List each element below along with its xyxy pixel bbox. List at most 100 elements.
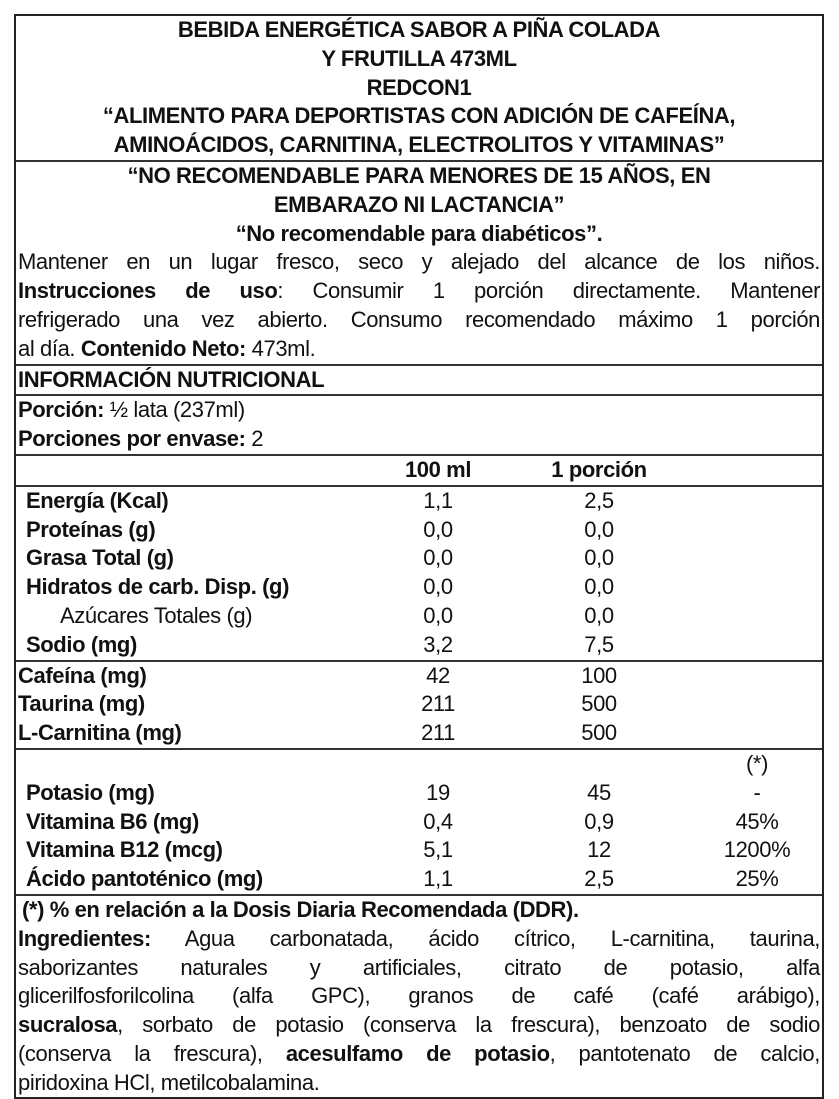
ingredients-text: Agua carbonatada, ácido cítrico, L-carni… <box>150 925 821 951</box>
ingredient-bold: acesulfamo de potasio <box>285 1040 550 1066</box>
nutrient-row: Vitamina B6 (mg) 0,4 0,9 45% <box>16 808 822 837</box>
value-ddr: 45% <box>735 808 779 834</box>
ingredients-label: Ingredientes: <box>18 925 151 951</box>
column-header-row: 100 ml 1 porción <box>16 456 822 485</box>
header-portion: 1 porción <box>551 456 647 482</box>
extra-nutrients-section: Cafeína (mg) 42 100 Taurina (mg) 211 500 L-Car… <box>16 662 822 750</box>
nutrient-row: Hidratos de carb. Disp. (g) 0,0 0,0 <box>16 573 822 602</box>
nutrient-name: Proteínas (g) <box>26 516 156 542</box>
value-100ml: 0,0 <box>423 545 453 571</box>
ingredient-bold: sucralosa <box>18 1012 118 1038</box>
servings-value: 2 <box>245 426 264 452</box>
servings-label: Porciones por envase: <box>18 426 246 452</box>
ingredients-line: glicerilfosforilcolina (alfa GPC), grano… <box>18 983 820 1009</box>
ddr-header: (*) <box>745 750 768 776</box>
portion-line: Porción: ½ lata (237ml) <box>16 396 822 425</box>
ingredients-section: (*) % en relación a la Dosis Diaria Reco… <box>16 896 822 1098</box>
title-line: “ALIMENTO PARA DEPORTISTAS CON ADICIÓN D… <box>102 103 736 129</box>
value-portion: 12 <box>587 837 611 863</box>
nutrient-name: Azúcares Totales (g) <box>60 602 253 628</box>
portion-value: ½ lata (237ml) <box>104 397 245 423</box>
value-100ml: 0,0 <box>423 602 453 628</box>
nutrition-label: BEBIDA ENERGÉTICA SABOR A PIÑA COLADA Y … <box>14 14 824 1099</box>
portion-section: Porción: ½ lata (237ml) Porciones por en… <box>16 396 822 456</box>
spacer <box>534 750 664 779</box>
instructions-text: al día. <box>18 335 81 361</box>
product-title-section: BEBIDA ENERGÉTICA SABOR A PIÑA COLADA Y … <box>16 16 822 162</box>
spacer <box>388 750 488 779</box>
value-portion: 0,0 <box>584 516 614 542</box>
ingredients-line: Ingredientes: Agua carbonatada, ácido cí… <box>16 925 822 954</box>
warning-line: “NO RECOMENDABLE PARA MENORES DE 15 AÑOS… <box>127 162 711 188</box>
header-spacer <box>16 456 388 485</box>
ingredients-line: sucralosa, sorbato de potasio (conserva … <box>16 1011 822 1040</box>
nutrient-row: Potasio (mg) 19 45 - <box>16 779 822 808</box>
nutrient-row: Sodio (mg) 3,2 7,5 <box>16 631 822 660</box>
instructions-line: refrigerado una vez abierto. Consumo rec… <box>18 306 820 332</box>
value-portion: 100 <box>581 662 617 688</box>
net-content-value: 473ml. <box>245 335 316 361</box>
value-portion: 2,5 <box>584 866 614 892</box>
header-100ml: 100 ml <box>404 456 472 482</box>
value-100ml: 0,4 <box>423 808 453 834</box>
value-100ml: 0,0 <box>423 516 453 542</box>
nutrient-row: Ácido pantoténico (mg) 1,1 2,5 25% <box>16 865 822 894</box>
net-content-line: al día. Contenido Neto: 473ml. <box>16 335 822 364</box>
nutrient-name: Taurina (mg) <box>18 691 145 717</box>
column-header-section: 100 ml 1 porción <box>16 456 822 487</box>
instructions-text: : Consumir 1 porción directamente. Mante… <box>277 278 820 304</box>
nutrient-name: Grasa Total (g) <box>26 545 174 571</box>
value-portion: 2,5 <box>584 487 614 513</box>
ddr-footnote: (*) % en relación a la Dosis Diaria Reco… <box>22 896 579 922</box>
nutrient-row: Vitamina B12 (mcg) 5,1 12 1200% <box>16 836 822 865</box>
nutrient-name: L-Carnitina (mg) <box>18 720 182 746</box>
nutrient-row: Proteínas (g) 0,0 0,0 <box>16 516 822 545</box>
ingredients-line: piridoxina HCl, metilcobalamina. <box>18 1069 320 1095</box>
warning-line: “No recomendable para diabéticos”. <box>235 220 603 246</box>
nutrient-name: Ácido pantoténico (mg) <box>26 866 263 892</box>
value-100ml: 1,1 <box>423 487 453 513</box>
value-100ml: 3,2 <box>423 631 453 657</box>
nutrient-row: Azúcares Totales (g) 0,0 0,0 <box>16 602 822 631</box>
nutrient-name: Vitamina B12 (mcg) <box>26 837 223 863</box>
value-ddr: - <box>753 779 761 805</box>
spacer <box>16 750 388 779</box>
value-portion: 0,0 <box>584 545 614 571</box>
ingredients-text: (conserva la frescura), <box>18 1040 286 1066</box>
nutrient-name: Cafeína (mg) <box>18 662 147 688</box>
value-ddr: 1200% <box>723 837 791 863</box>
servings-line: Porciones por envase: 2 <box>16 425 822 454</box>
value-100ml: 1,1 <box>423 866 453 892</box>
value-portion: 45 <box>587 779 611 805</box>
title-line: Y FRUTILLA 473ML <box>321 45 517 71</box>
value-portion: 500 <box>581 720 617 746</box>
ingredients-line: (conserva la frescura), acesulfamo de po… <box>16 1040 822 1069</box>
warning-line: EMBARAZO NI LACTANCIA” <box>273 191 565 217</box>
value-portion: 0,0 <box>584 602 614 628</box>
value-portion: 500 <box>581 691 617 717</box>
nutrition-title-section: INFORMACIÓN NUTRICIONAL <box>16 366 822 397</box>
brand-line: REDCON1 <box>366 74 472 100</box>
value-ddr: 25% <box>735 866 779 892</box>
nutrient-row: Energía (Kcal) 1,1 2,5 <box>16 487 822 516</box>
nutrient-row: Taurina (mg) 211 500 <box>16 690 822 719</box>
nutrient-row: L-Carnitina (mg) 211 500 <box>16 719 822 748</box>
value-100ml: 0,0 <box>423 574 453 600</box>
value-100ml: 211 <box>421 691 455 717</box>
nutrient-name: Vitamina B6 (mg) <box>26 808 199 834</box>
net-content-label: Contenido Neto: <box>80 335 246 361</box>
nutrient-name: Hidratos de carb. Disp. (g) <box>26 574 290 600</box>
value-portion: 0,0 <box>584 574 614 600</box>
nutrient-name: Sodio (mg) <box>26 631 137 657</box>
main-nutrients-section: Energía (Kcal) 1,1 2,5 Proteínas (g) 0,0 0,0 G… <box>16 487 822 662</box>
value-100ml: 19 <box>426 779 450 805</box>
title-line: AMINOÁCIDOS, CARNITINA, ELECTROLITOS Y V… <box>113 132 725 158</box>
vitamins-section: (*) Potasio (mg) 19 45 - Vitamina B6 (mg) 0,4… <box>16 750 822 896</box>
ingredients-text: , pantotenato de calcio, <box>549 1040 821 1066</box>
nutrient-name: Energía (Kcal) <box>26 487 169 513</box>
ddr-header-row: (*) <box>16 750 822 779</box>
nutrition-title: INFORMACIÓN NUTRICIONAL <box>18 366 325 392</box>
warnings-section: “NO RECOMENDABLE PARA MENORES DE 15 AÑOS… <box>16 162 822 366</box>
value-100ml: 5,1 <box>423 837 453 863</box>
value-portion: 7,5 <box>584 631 614 657</box>
